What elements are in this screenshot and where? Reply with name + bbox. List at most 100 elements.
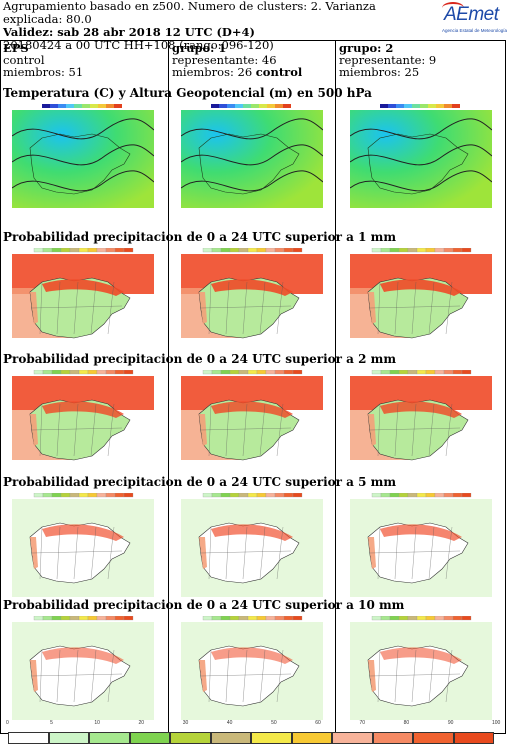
- color-scale-swatch: [87, 615, 98, 621]
- color-scale-swatch: [389, 492, 400, 498]
- color-scale-swatch: [428, 104, 436, 108]
- province-border: [31, 673, 123, 677]
- geopotential-contour: [11, 144, 155, 166]
- legend-swatch: [48, 732, 89, 744]
- color-scale-swatch: [292, 369, 303, 375]
- color-scale-swatch: [220, 615, 231, 621]
- color-scale-swatch: [211, 369, 222, 375]
- color-scale-swatch: [398, 369, 409, 375]
- precipitation-probability-map: [12, 247, 154, 352]
- map-graphic: [12, 247, 154, 352]
- section-title: Probabilidad precipitacion de 0 a 24 UTC…: [3, 352, 397, 366]
- province-border: [369, 305, 461, 309]
- color-scale-swatch: [106, 104, 114, 108]
- color-scale-swatch: [229, 492, 240, 498]
- color-scale-swatch: [283, 104, 291, 108]
- color-scale-swatch: [443, 615, 454, 621]
- province-border: [73, 281, 79, 335]
- province-border: [394, 403, 399, 457]
- color-scale-swatch: [42, 492, 53, 498]
- province-border: [225, 526, 230, 580]
- legend-tick-label: 40: [226, 720, 233, 726]
- color-scale-swatch: [78, 615, 89, 621]
- province-border: [259, 281, 266, 335]
- map-graphic: [11, 104, 155, 208]
- color-scale-swatch: [114, 104, 122, 108]
- color-scale-swatch: [452, 369, 463, 375]
- color-scale-swatch: [380, 104, 388, 108]
- color-scale-swatch: [211, 104, 219, 108]
- color-scale-swatch: [78, 247, 89, 253]
- color-scale-swatch: [238, 247, 249, 253]
- precipitation-probability-map: [350, 615, 492, 720]
- color-scale-swatch: [292, 247, 303, 253]
- color-scale-swatch: [114, 369, 125, 375]
- color-scale-swatch: [96, 615, 107, 621]
- color-scale-swatch: [33, 492, 44, 498]
- color-scale-swatch: [66, 104, 74, 108]
- color-scale-swatch: [42, 369, 53, 375]
- geopotential-contour: [180, 118, 324, 140]
- aemet-logo: AEmet Agencia Estatal de Meteorología: [438, 2, 507, 38]
- color-scale-swatch: [434, 247, 445, 253]
- color-scale-swatch: [434, 492, 445, 498]
- color-scale-swatch: [78, 369, 89, 375]
- color-scale-swatch: [42, 247, 53, 253]
- legend-tick-label: 20: [138, 720, 145, 726]
- color-scale-swatch: [396, 104, 404, 108]
- column-title: EPS: [3, 41, 29, 55]
- color-scale-swatch: [98, 104, 106, 108]
- color-scale-swatch: [114, 247, 125, 253]
- province-border: [377, 281, 381, 335]
- color-scale-swatch: [33, 369, 44, 375]
- province-border: [39, 281, 43, 335]
- legend-swatch: [453, 732, 494, 744]
- color-scale-swatch: [247, 369, 258, 375]
- color-scale-swatch: [452, 492, 463, 498]
- color-scale-swatch: [58, 104, 66, 108]
- temperature-field: [181, 110, 323, 208]
- color-scale-swatch: [69, 615, 80, 621]
- color-scale-swatch: [425, 615, 436, 621]
- color-scale-swatch: [388, 104, 396, 108]
- color-scale-swatch: [42, 104, 50, 108]
- precip-band: [380, 279, 462, 296]
- legend-tick-label: 50: [271, 720, 277, 726]
- color-scale-swatch: [220, 492, 231, 498]
- precip-band: [211, 647, 293, 664]
- precipitation-probability-map: [350, 247, 492, 352]
- color-scale-swatch: [202, 369, 213, 375]
- precipitation-probability-map: [181, 247, 323, 352]
- province-border: [276, 649, 284, 703]
- color-scale-swatch: [283, 615, 294, 621]
- province-border: [445, 526, 453, 580]
- geopotential-contour: [180, 144, 324, 166]
- map-graphic: [350, 369, 492, 474]
- province-border: [56, 403, 61, 457]
- province-border: [369, 673, 461, 677]
- color-scale-swatch: [444, 104, 452, 108]
- column-header-eps: EPS control miembros: 51: [3, 42, 83, 78]
- color-scale-swatch: [416, 247, 427, 253]
- legend-swatch: [332, 732, 373, 744]
- legend-swatch: [251, 732, 292, 744]
- province-border: [445, 281, 453, 335]
- province-border: [107, 526, 115, 580]
- color-scale-swatch: [443, 247, 454, 253]
- precip-band: [211, 524, 293, 541]
- map-graphic: [181, 369, 323, 474]
- temperature-map: [349, 104, 493, 208]
- coastline: [367, 133, 469, 195]
- color-scale-swatch: [407, 492, 418, 498]
- precipitation-probability-map: [181, 369, 323, 474]
- color-scale-swatch: [425, 247, 436, 253]
- probability-legend: 0 5 10 20 30 40 50 60 70 80 90 100: [6, 720, 500, 746]
- column-divider-1: [168, 40, 169, 734]
- color-scale-swatch: [292, 615, 303, 621]
- coastline: [198, 133, 300, 195]
- province-border: [31, 427, 123, 431]
- color-scale-swatch: [96, 492, 107, 498]
- color-scale-swatch: [60, 369, 71, 375]
- color-scale-swatch: [371, 369, 382, 375]
- column-members: miembros: 51: [3, 65, 84, 79]
